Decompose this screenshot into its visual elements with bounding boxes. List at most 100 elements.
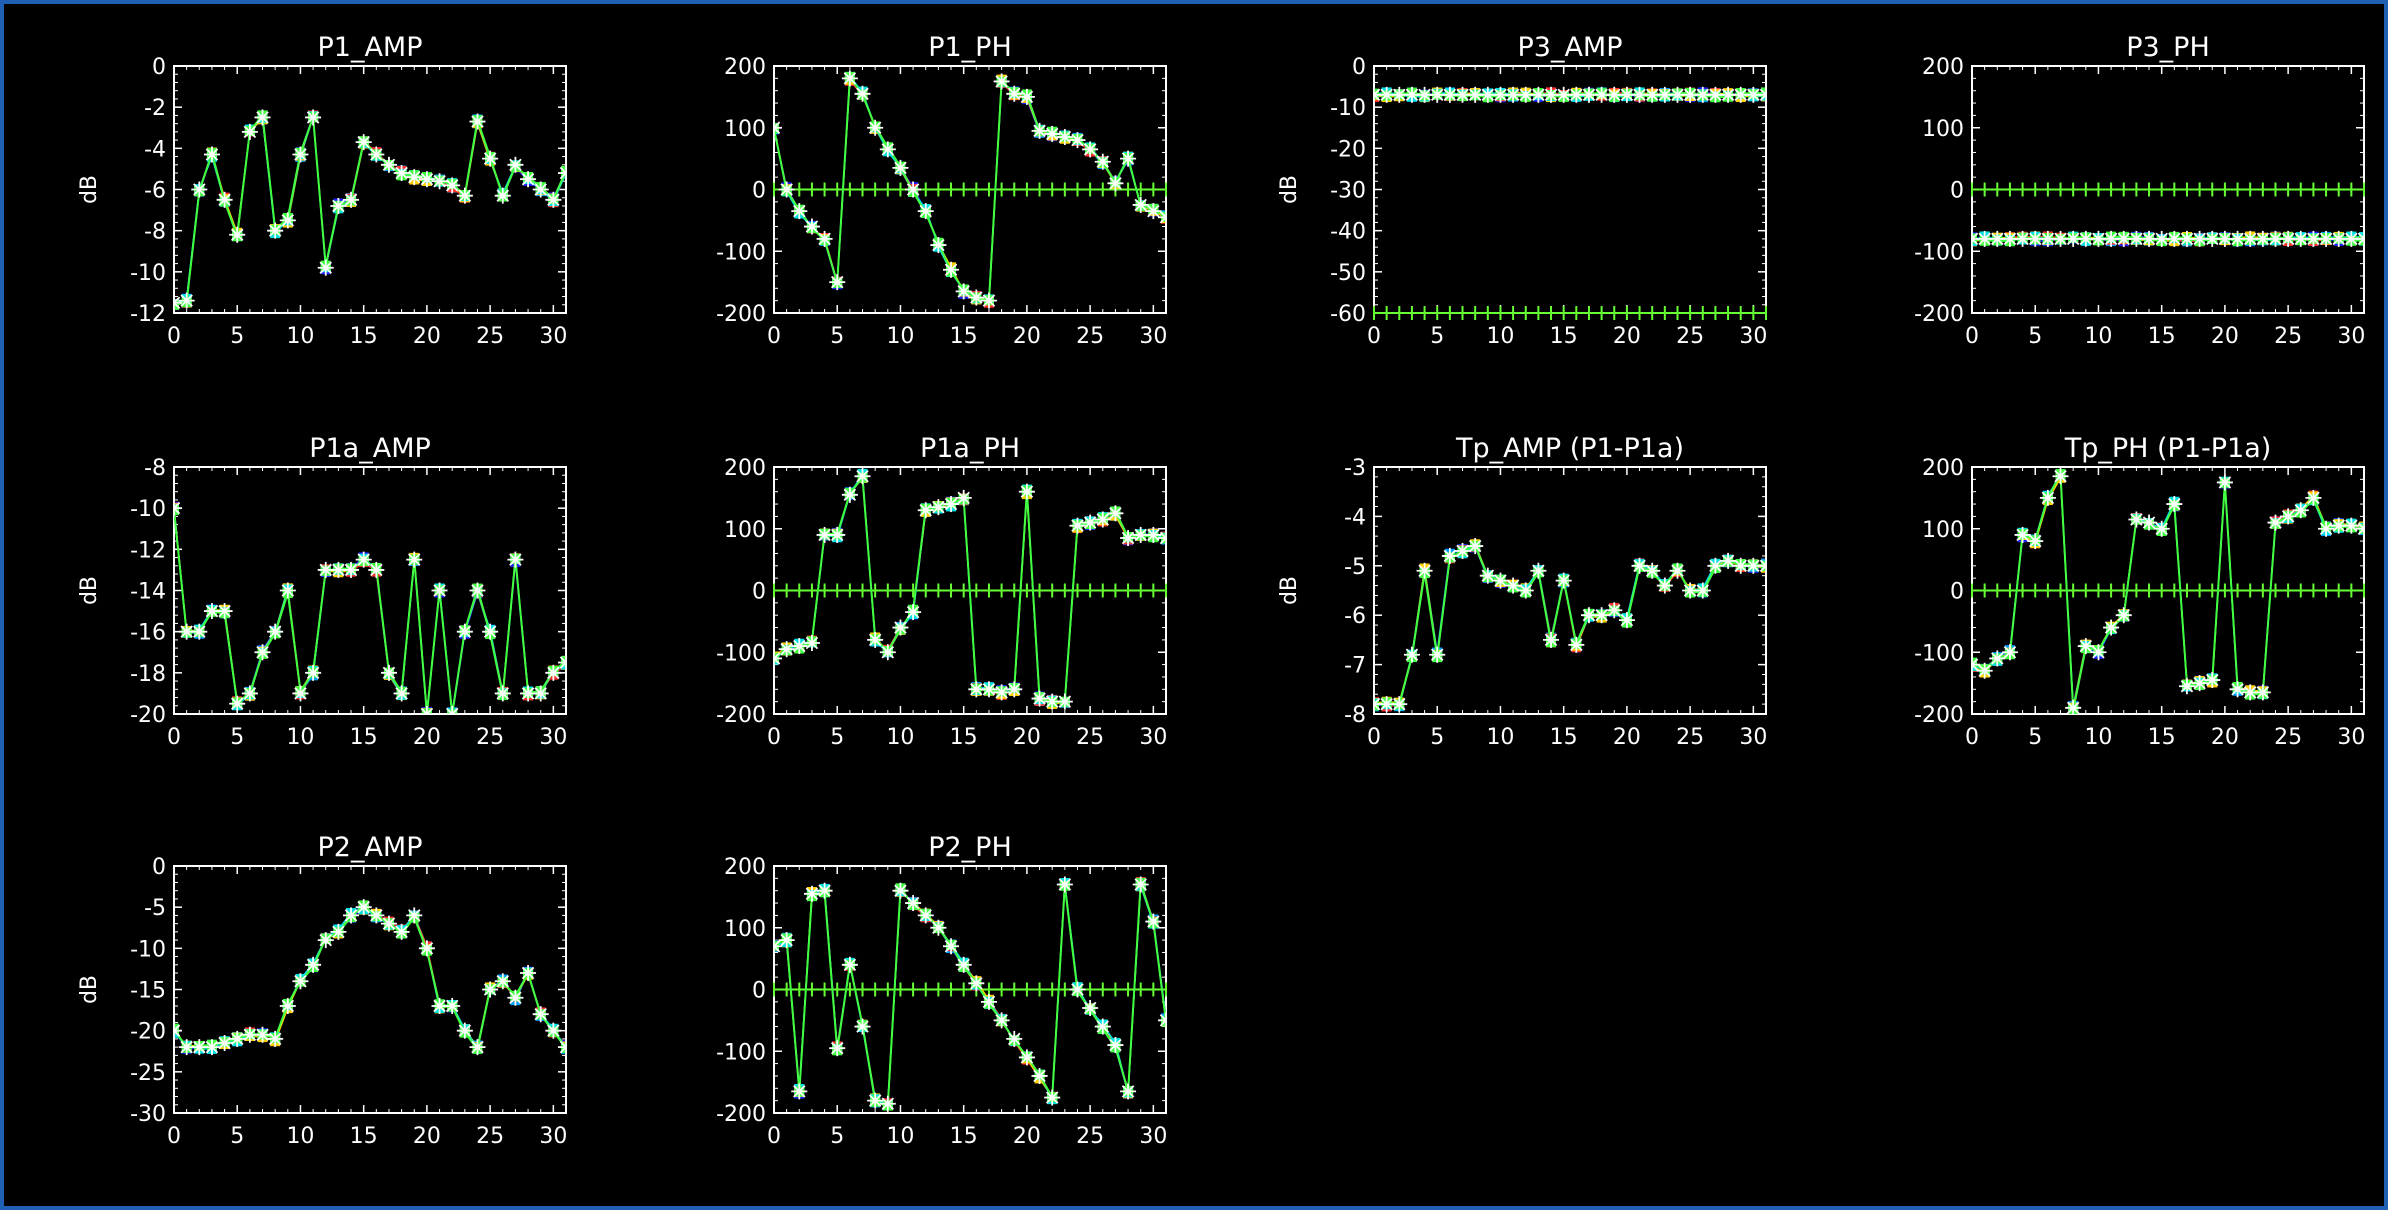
data-point bbox=[1120, 150, 1137, 167]
x-tick-label: 25 bbox=[1076, 725, 1104, 750]
plot-frame bbox=[1373, 466, 1767, 715]
y-tick-label: -200 bbox=[1914, 703, 1964, 728]
x-tick-label: 15 bbox=[1550, 725, 1578, 750]
series-line bbox=[174, 508, 566, 714]
data-point bbox=[955, 489, 972, 506]
x-tick-label: 20 bbox=[413, 1124, 441, 1149]
x-tick-label: 20 bbox=[413, 725, 441, 750]
y-tick-label: -20 bbox=[130, 1020, 166, 1045]
y-axis-label: dB bbox=[1277, 576, 1302, 605]
data-point bbox=[343, 191, 360, 208]
data-point bbox=[1441, 547, 1458, 564]
data-point bbox=[1976, 662, 1993, 679]
data-point bbox=[955, 956, 972, 973]
data-point bbox=[1467, 86, 1484, 103]
data-point bbox=[507, 551, 524, 568]
data-point bbox=[2115, 607, 2132, 624]
x-tick-label: 0 bbox=[167, 1124, 181, 1149]
x-tick-label: 5 bbox=[830, 1124, 844, 1149]
data-point bbox=[829, 274, 846, 291]
data-point bbox=[2039, 489, 2056, 506]
data-point bbox=[917, 502, 934, 519]
data-point bbox=[2065, 699, 2082, 714]
data-point bbox=[330, 561, 347, 578]
data-point bbox=[2267, 514, 2284, 531]
data-point bbox=[1530, 562, 1547, 579]
data-point bbox=[456, 623, 473, 640]
data-point bbox=[968, 975, 985, 992]
data-layer bbox=[1972, 468, 2364, 714]
data-point bbox=[393, 923, 410, 940]
x-tick-label: 20 bbox=[2211, 725, 2239, 750]
data-point bbox=[1031, 1067, 1048, 1084]
y-tick-label: 0 bbox=[1950, 179, 1964, 204]
x-tick-label: 30 bbox=[1139, 1124, 1167, 1149]
x-tick-label: 10 bbox=[286, 1124, 314, 1149]
data-point bbox=[841, 70, 858, 87]
data-point bbox=[1707, 557, 1724, 574]
data-point bbox=[2090, 230, 2107, 247]
data-point bbox=[1989, 650, 2006, 667]
data-point bbox=[879, 1095, 896, 1112]
data-point bbox=[494, 187, 511, 204]
chart-panel-5: P1a_AMP dB 0 5 10 15 20 25 30 -8 -10 -12 -14 -16 -18 -2… bbox=[77, 433, 567, 750]
data-point bbox=[2077, 638, 2094, 655]
data-point bbox=[393, 165, 410, 182]
data-point bbox=[380, 664, 397, 681]
x-tick-label: 30 bbox=[2337, 725, 2365, 750]
data-point bbox=[254, 109, 271, 126]
x-tick-label: 5 bbox=[230, 1124, 244, 1149]
data-point bbox=[507, 989, 524, 1006]
y-tick-label: 0 bbox=[152, 855, 166, 880]
data-point bbox=[1006, 681, 1023, 698]
x-tick-label: 5 bbox=[230, 324, 244, 349]
data-point bbox=[1543, 631, 1560, 648]
data-point bbox=[1492, 572, 1509, 589]
x-tick-label: 0 bbox=[767, 725, 781, 750]
data-point bbox=[2027, 533, 2044, 550]
data-point bbox=[229, 1030, 246, 1047]
series-line bbox=[174, 506, 566, 714]
data-layer bbox=[174, 899, 566, 1056]
y-tick-label: -100 bbox=[716, 240, 766, 265]
y-tick-label: 100 bbox=[724, 117, 766, 142]
y-tick-label: -14 bbox=[130, 580, 166, 605]
data-point bbox=[1056, 693, 1073, 710]
data-point bbox=[267, 623, 284, 640]
data-point bbox=[1669, 562, 1686, 579]
data-point bbox=[456, 1022, 473, 1039]
data-point bbox=[1132, 526, 1149, 543]
chart-panel-8: Tp_PH (P1-P1a) 0 5 10 15 20 25 30 200 100 0 -100 -20… bbox=[1914, 433, 2365, 750]
data-point bbox=[778, 641, 795, 658]
data-point bbox=[2267, 230, 2284, 247]
data-point bbox=[191, 181, 208, 198]
data-point bbox=[1031, 122, 1048, 139]
data-point bbox=[2292, 230, 2309, 247]
data-point bbox=[892, 619, 909, 636]
data-point bbox=[355, 134, 372, 151]
data-point bbox=[305, 109, 322, 126]
x-tick-label: 30 bbox=[2337, 324, 2365, 349]
data-point bbox=[2141, 514, 2158, 531]
data-point bbox=[791, 1083, 808, 1100]
chart-title: P2_AMP bbox=[317, 832, 422, 863]
data-point bbox=[1006, 1030, 1023, 1047]
data-point bbox=[1006, 85, 1023, 102]
data-point bbox=[1120, 1083, 1137, 1100]
data-point bbox=[2178, 678, 2195, 695]
data-point bbox=[955, 283, 972, 300]
data-point bbox=[980, 292, 997, 309]
data-point bbox=[418, 706, 435, 714]
data-point bbox=[803, 885, 820, 902]
y-tick-label: -50 bbox=[1330, 261, 1366, 286]
data-point bbox=[279, 997, 296, 1014]
data-point bbox=[330, 197, 347, 214]
data-point bbox=[2216, 474, 2233, 491]
data-point bbox=[1107, 1037, 1124, 1054]
data-point bbox=[943, 261, 960, 278]
y-tick-label: -10 bbox=[130, 937, 166, 962]
series-line bbox=[174, 112, 566, 306]
y-axis-label: dB bbox=[77, 576, 102, 605]
data-point bbox=[1758, 557, 1766, 574]
